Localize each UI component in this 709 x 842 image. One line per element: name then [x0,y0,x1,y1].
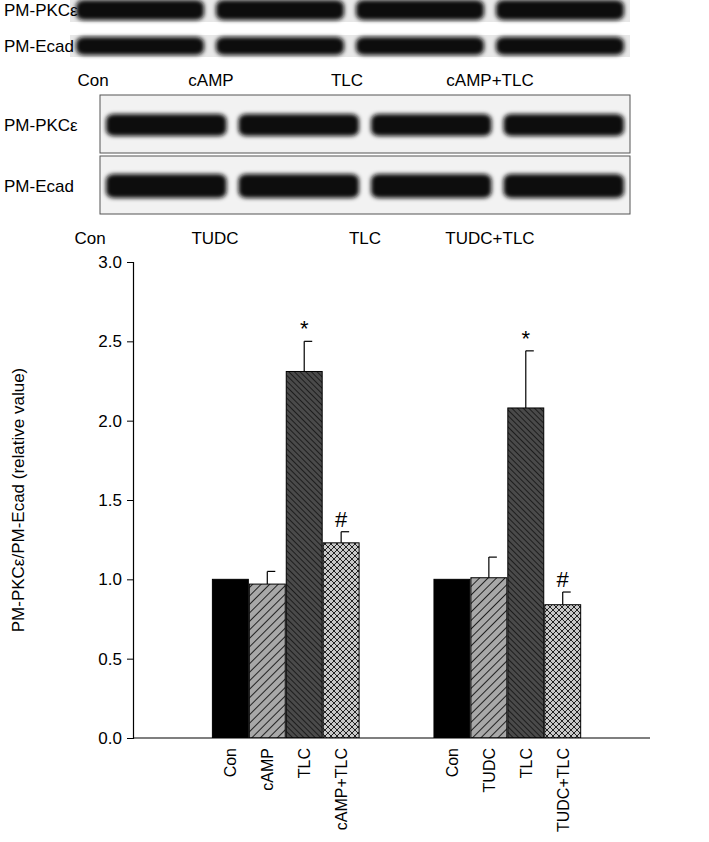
y-tick-label: 0.0 [98,729,122,748]
blot-frame [70,35,630,57]
blot-band [216,0,344,20]
y-tick: 1.5 [98,491,133,510]
error-bar-stem [341,532,342,543]
chart: * # * #0.0 0.5 1.0 1.5 2.0 2.5 3.0 Con cAMP TLC cAMP+… [98,253,650,832]
blot-band [106,174,227,198]
y-tick-mark [127,579,133,580]
significance-mark: * [300,316,309,341]
x-tick-label: TLC [296,748,313,778]
y-tick-label: 3.0 [98,253,122,272]
blot-lane-label: TUDC+TLC [445,229,534,248]
blot-band [76,37,204,55]
blot-band [371,114,492,136]
blot-lane-label: cAMP+TLC [446,71,533,90]
bar [249,584,285,738]
x-tick-label: Con [444,748,461,777]
bar [545,605,581,738]
y-tick: 0.5 [98,650,133,669]
blot-band [356,0,484,20]
blot-band [106,114,227,136]
y-tick-mark [127,500,133,501]
y-tick: 1.0 [98,570,133,589]
y-tick-label: 1.5 [98,491,122,510]
blot-band [496,37,624,55]
blot-row-label: PM-Ecad [4,37,74,56]
bar [212,579,248,738]
y-tick: 3.0 [98,253,133,272]
blot-row-label: PM-PKCε [4,116,78,135]
blot-lane-label: Con [77,71,108,90]
y-tick: 2.0 [98,412,133,431]
blot-lane-label: TLC [331,71,363,90]
y-tick-mark [127,262,133,263]
x-tick-label: TLC [518,748,535,778]
blot-band [356,37,484,55]
blot-band [239,114,360,136]
y-tick-mark [127,738,133,739]
blot-band [239,174,360,198]
x-tick-label: TUDC+TLC [555,748,572,832]
blot-band [504,114,625,136]
blot-lane-label: cAMP [188,71,233,90]
significance-mark: * [522,326,531,351]
bar [471,578,507,738]
y-axis-line [127,263,134,739]
error-bar-stem [525,351,526,408]
bar [286,371,322,738]
x-tick-label: cAMP [259,748,276,791]
bar [323,543,359,738]
significance-mark: # [557,567,570,592]
error-bar-stem [267,571,268,584]
blot-panel: PM-PKCε PM-EcadCon cAMP TLC cAMP+TLC [4,0,630,90]
error-bar [563,592,571,605]
error-bar-stem [304,341,305,371]
blot-lane-label: TLC [349,229,381,248]
blot-band [76,0,204,20]
blot-panel: PM-PKCε PM-Ecad Con TUDC TLC TUDC+TLC [4,95,630,248]
error-bar [267,571,275,584]
y-tick-label: 2.5 [98,332,122,351]
blot-band [504,174,625,198]
error-bar-cap [267,571,275,572]
error-bar-cap [489,557,497,558]
y-tick-mark [127,421,133,422]
significance-mark: # [335,507,348,532]
y-tick-label: 0.5 [98,650,122,669]
x-axis-line [133,737,650,738]
error-bar-stem [488,557,489,578]
x-tick-label: cAMP+TLC [333,748,350,830]
y-tick-mark [127,341,133,342]
y-tick: 0.0 [98,729,133,748]
y-tick-label: 2.0 [98,412,122,431]
y-axis-title: PM-PKCε/PM-Ecad (relative value) [9,368,28,633]
error-bar [489,557,497,578]
blot-row-label: PM-PKCε [4,1,78,20]
x-tick-label: TUDC [481,748,498,792]
blot-band [496,0,624,20]
bar [508,408,544,738]
y-axis: 0.0 0.5 1.0 1.5 2.0 2.5 3.0 [98,253,133,748]
x-tick-label: Con [222,748,239,777]
blot-row-label: PM-Ecad [4,177,74,196]
bar [434,579,470,738]
error-bar-stem [562,592,563,605]
plot-area [212,341,580,738]
blot-frame [100,95,630,153]
error-bar [341,532,349,543]
blot-lane-label: TUDC [191,229,238,248]
blot-lane-label: Con [74,229,105,248]
y-tick: 2.5 [98,332,133,351]
blot-frame [70,0,630,22]
blot-band [216,37,344,55]
error-bar [304,341,312,371]
error-bar [526,351,534,408]
blot-band [371,174,492,198]
y-tick-label: 1.0 [98,570,122,589]
y-tick-mark [127,659,133,660]
blot-frame [100,156,630,214]
